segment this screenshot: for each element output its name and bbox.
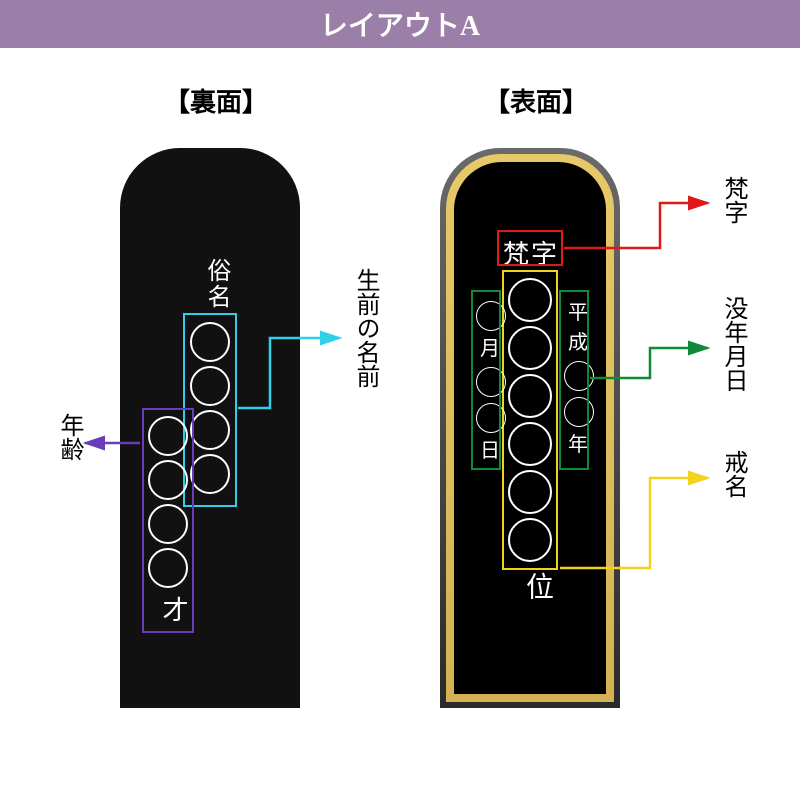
subtitle-back: 【裏面】 [164, 82, 268, 119]
callout-age: 年齢 [52, 413, 87, 461]
date-box-right [559, 290, 589, 470]
front-bottom-char: 位 [517, 572, 557, 602]
subtitle-front: 【表面】 [484, 82, 588, 119]
tablet-front: 梵字 位 平成年 月日 [440, 148, 620, 708]
header-title: レイアウトA [320, 4, 480, 44]
diagram-stage: 【裏面】 【表面】 俗名 才 梵字 [0, 48, 800, 800]
back-top-label: 俗名 [199, 258, 234, 310]
callout-date: 没年月日 [716, 296, 751, 392]
bonji-box [497, 230, 563, 266]
date-box-left [471, 290, 501, 470]
callout-kaimyo: 戒名 [716, 450, 751, 498]
header-bar: レイアウトA [0, 0, 800, 48]
kaimyo-box [502, 270, 558, 570]
tablet-back: 俗名 才 [120, 148, 300, 708]
back-age-box [142, 408, 194, 633]
callout-bonji: 梵字 [716, 176, 751, 224]
callout-name: 生前の名前 [348, 268, 383, 388]
